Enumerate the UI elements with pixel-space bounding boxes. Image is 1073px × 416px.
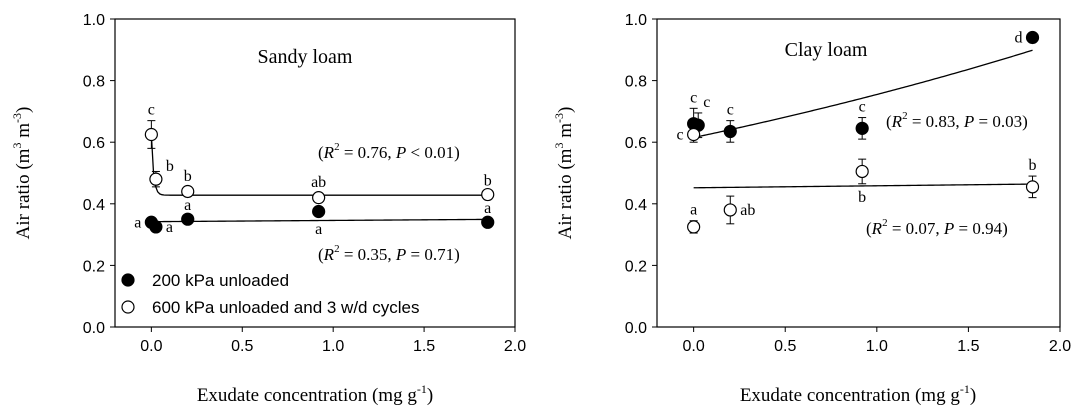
x-tick-label: 1.5	[957, 338, 979, 355]
significance-letter: a	[484, 200, 491, 217]
y-axis-ticks: 0.0 0.2 0.4 0.6 0.8 1.0	[625, 12, 657, 337]
data-point-filled	[855, 121, 869, 135]
significance-letter: c	[690, 89, 697, 106]
data-point-open	[687, 220, 701, 234]
plot-frame	[656, 18, 1061, 328]
significance-letter: a	[315, 221, 322, 238]
data-point-filled	[181, 212, 195, 226]
x-tick-label: 2.0	[504, 338, 526, 355]
x-tick-label: 1.0	[322, 338, 344, 355]
significance-letter: a	[690, 202, 697, 219]
x-tick-label: 1.0	[866, 338, 888, 355]
y-tick-label: 0.2	[83, 258, 105, 275]
fit-line	[693, 183, 1033, 189]
x-tick-label: 0.5	[774, 338, 796, 355]
data-point-filled	[1025, 30, 1040, 45]
data-point-filled	[481, 215, 495, 229]
significance-letter: b	[1029, 157, 1037, 174]
significance-letter: b	[166, 158, 174, 175]
fit-stat-annotation: (R2 = 0.83, P = 0.03)	[886, 110, 1028, 131]
sandy-loam-panel: Sandy loam 0.0 0.5 1.0 1.5 2.0 0.00.20.40.60…	[10, 12, 526, 406]
fit-line	[151, 218, 488, 223]
legend-label-600kpa: 600 kPa unloaded and 3 w/d cycles	[152, 298, 419, 317]
y-tick-label: 1.0	[83, 12, 105, 29]
significance-letter: a	[184, 197, 191, 214]
significance-letter: c	[703, 94, 710, 111]
panel-title: Sandy loam	[258, 46, 353, 68]
x-axis-label: Exudate concentration (mg g-1)	[197, 382, 433, 406]
fit-statistics: (R2 = 0.83, P = 0.03) (R2 = 0.07, P = 0.9…	[866, 110, 1028, 238]
significance-letter: ab	[311, 174, 326, 191]
fit-line	[693, 49, 1033, 139]
plot-frame	[114, 18, 516, 328]
panel-title: Clay loam	[785, 39, 868, 61]
significance-letter: c	[727, 102, 734, 119]
legend-marker-open	[121, 300, 135, 314]
legend-label-200kpa: 200 kPa unloaded	[152, 271, 289, 290]
significance-letter: b	[184, 168, 192, 185]
y-tick-label: 0.4	[83, 197, 105, 214]
significance-letter: ab	[740, 202, 755, 219]
significance-letter: c	[148, 102, 155, 119]
x-tick-label: 1.5	[413, 338, 435, 355]
y-tick-label: 0.8	[83, 74, 105, 91]
y-axis-label: Air ratio (m3 m-3)	[552, 107, 576, 240]
x-axis-label: Exudate concentration (mg g-1)	[740, 382, 976, 406]
significance-letter: d	[1015, 29, 1023, 46]
data-point-filled	[149, 220, 163, 234]
y-tick-label: 0.6	[83, 135, 105, 152]
data-point-open	[481, 187, 495, 202]
y-tick-label: 1.0	[625, 12, 647, 29]
data-point-open	[1025, 180, 1040, 194]
significance-letter: c	[677, 127, 684, 144]
y-axis-ticks: 0.0 0.2 0.4 0.6 0.8 1.0	[83, 12, 115, 337]
data-point-open	[855, 164, 869, 179]
x-tick-label: 2.0	[1049, 338, 1071, 355]
y-axis-label: Air ratio (m3 m-3)	[10, 107, 34, 240]
x-axis-ticks: 0.0 0.5 1.0 1.5 2.0	[683, 327, 1071, 355]
fit-stat-annotation: (R2 = 0.35, P = 0.71)	[318, 243, 460, 264]
data-point-open	[149, 172, 163, 186]
data-point-open	[144, 127, 158, 142]
x-tick-label: 0.5	[231, 338, 253, 355]
significance-letter: c	[859, 99, 866, 116]
significance-letter: b	[858, 189, 866, 206]
data-point-open	[181, 184, 195, 199]
x-tick-label: 0.0	[683, 338, 705, 355]
x-axis-ticks: 0.0 0.5 1.0 1.5 2.0	[140, 327, 526, 355]
clay-loam-panel: Clay loam 0.0 0.5 1.0 1.5 2.0 0.00.20.40.60.…	[552, 12, 1071, 406]
legend: 200 kPa unloaded 600 kPa unloaded and 3 …	[121, 271, 419, 317]
data-point-open	[687, 127, 701, 142]
data-point-filled	[723, 124, 737, 139]
legend-marker-filled	[121, 273, 135, 287]
significance-letter: b	[484, 172, 492, 189]
y-tick-label: 0.8	[625, 74, 647, 91]
fit-statistics: (R2 = 0.76, P < 0.01) (R2 = 0.35, P = 0.7…	[318, 141, 460, 264]
significance-letter: a	[166, 219, 173, 236]
fit-stat-annotation: (R2 = 0.76, P < 0.01)	[318, 141, 460, 162]
y-tick-label: 0.6	[625, 135, 647, 152]
data-point-filled	[312, 204, 326, 219]
data-point-open	[723, 203, 737, 217]
y-tick-label: 0.0	[83, 320, 105, 337]
x-tick-label: 0.0	[140, 338, 162, 355]
significance-letter: a	[134, 214, 141, 231]
data-point-open	[312, 191, 326, 205]
y-tick-label: 0.2	[625, 258, 647, 275]
fit-stat-annotation: (R2 = 0.07, P = 0.94)	[866, 217, 1008, 238]
fit-lines	[693, 49, 1033, 189]
y-tick-label: 0.0	[625, 320, 647, 337]
y-tick-label: 0.4	[625, 197, 647, 214]
